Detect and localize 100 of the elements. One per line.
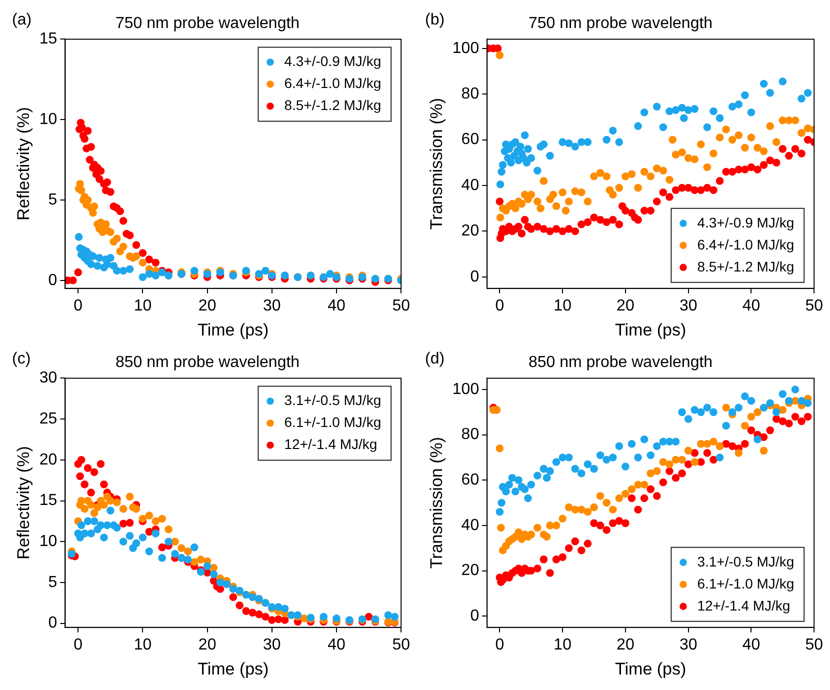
point [564, 454, 573, 462]
x-tick-label: 10 [134, 636, 152, 654]
point [741, 440, 749, 448]
point [678, 104, 686, 112]
point [90, 517, 98, 526]
point [634, 506, 642, 514]
point [680, 114, 688, 122]
point [628, 485, 636, 494]
chart-title: 750 nm probe wavelength [528, 15, 713, 32]
point [590, 519, 598, 528]
point [703, 123, 712, 132]
x-tick-label: 10 [134, 297, 152, 314]
point [152, 272, 160, 280]
point [511, 138, 520, 146]
legend-label: 6.1+/-1.0 MJ/kg [697, 575, 794, 592]
point [69, 276, 77, 284]
point [498, 498, 506, 507]
point [132, 539, 140, 548]
point [785, 396, 793, 405]
point [90, 509, 98, 517]
point [84, 464, 92, 472]
point [203, 562, 212, 570]
point [690, 458, 699, 466]
point [112, 234, 121, 242]
point [76, 180, 84, 188]
point [508, 474, 516, 482]
point [546, 569, 554, 577]
point [684, 415, 692, 423]
point [229, 585, 238, 593]
point [126, 265, 134, 274]
point [507, 158, 515, 167]
point [778, 390, 787, 398]
point [684, 460, 692, 468]
point [785, 420, 793, 428]
point [511, 488, 520, 496]
point [734, 404, 743, 412]
point [498, 161, 507, 169]
point [320, 612, 328, 621]
point [590, 503, 598, 512]
y-tick-label: 5 [48, 191, 58, 208]
point [747, 396, 756, 405]
y-axis-title: Transmission (%) [426, 436, 446, 569]
point [734, 100, 743, 108]
point [760, 404, 768, 412]
point [564, 503, 573, 512]
y-tick-label: 0 [48, 272, 58, 289]
point [640, 494, 648, 502]
point [112, 524, 121, 532]
point [546, 152, 554, 160]
point [646, 451, 654, 460]
point [652, 442, 661, 450]
point [640, 480, 648, 489]
point [152, 517, 160, 526]
point [268, 616, 276, 624]
point [666, 460, 674, 468]
point [564, 544, 573, 552]
x-tick-label: 20 [198, 636, 216, 654]
point [542, 532, 551, 541]
point [390, 612, 399, 621]
point [496, 180, 504, 188]
point [571, 142, 580, 151]
x-tick-label: 40 [742, 636, 760, 654]
point [86, 156, 94, 164]
point [216, 578, 224, 586]
point [132, 252, 140, 260]
point [690, 105, 699, 113]
point [659, 458, 668, 466]
point [672, 474, 680, 482]
point [94, 503, 102, 512]
point [502, 488, 510, 496]
x-tick-label: 30 [679, 636, 698, 654]
chart-title: 750 nm probe wavelength [115, 15, 300, 32]
point [652, 492, 661, 500]
x-axis-title: Time (ps) [615, 659, 686, 678]
y-tick-label: 100 [452, 380, 480, 398]
point [622, 519, 630, 528]
x-tick-label: 30 [679, 297, 698, 314]
point [103, 521, 112, 530]
y-tick-label: 0 [470, 268, 480, 286]
point [248, 593, 256, 602]
point [332, 614, 340, 622]
point [778, 406, 787, 414]
point [210, 570, 218, 578]
point [126, 492, 134, 501]
point [262, 266, 270, 275]
point [703, 449, 712, 457]
point [760, 80, 768, 88]
point [659, 123, 668, 132]
x-tick-label: 10 [554, 636, 572, 654]
point [697, 408, 705, 416]
point [754, 408, 762, 416]
point [229, 593, 238, 602]
point [496, 508, 504, 516]
point [684, 446, 692, 455]
point [552, 458, 560, 466]
point [634, 122, 642, 130]
point [87, 260, 95, 268]
x-axis-title: Time (ps) [615, 320, 686, 340]
point [184, 548, 192, 556]
x-tick-label: 40 [328, 636, 346, 654]
